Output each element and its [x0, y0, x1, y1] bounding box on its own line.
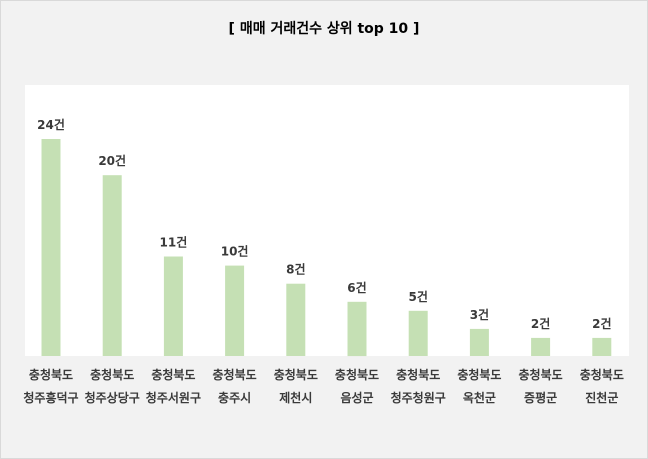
category-label-3-line-1: 충청북도	[151, 367, 195, 382]
category-label-4-line-2: 충주시	[218, 390, 251, 405]
data-label-6: 6건	[347, 280, 366, 295]
chart-title: [ 매매 거래건수 상위 top 10 ]	[228, 21, 420, 37]
category-label-7-line-2: 청주청원구	[391, 390, 446, 405]
bar-10	[592, 337, 612, 356]
category-label-10-line-1: 충청북도	[580, 367, 624, 382]
category-label-9-line-2: 증평군	[524, 391, 557, 405]
category-label-3-line-2: 청주서원구	[146, 390, 201, 405]
category-label-1-line-1: 충청북도	[29, 367, 73, 382]
data-label-5: 8건	[286, 262, 305, 277]
bar-5	[286, 283, 306, 356]
bar-4	[225, 265, 245, 356]
category-label-7-line-1: 충청북도	[396, 367, 440, 382]
category-label-6-line-1: 충청북도	[335, 367, 379, 382]
bar-9	[531, 337, 551, 356]
plot-area	[25, 85, 629, 356]
data-label-7: 5건	[409, 289, 428, 304]
data-label-4: 10건	[221, 244, 249, 259]
bar-3	[163, 256, 183, 356]
data-label-10: 2건	[592, 316, 611, 331]
category-label-9-line-1: 충청북도	[519, 367, 563, 382]
category-label-10-line-2: 진천군	[585, 390, 618, 405]
category-label-2-line-1: 충청북도	[90, 367, 134, 382]
bar-6	[347, 301, 367, 357]
category-label-5-line-1: 충청북도	[274, 367, 318, 382]
category-label-5-line-2: 제천시	[279, 390, 312, 405]
data-label-1: 24건	[37, 117, 65, 132]
data-label-2: 20건	[98, 153, 126, 168]
data-label-8: 3건	[470, 307, 489, 322]
category-label-2-line-2: 청주상당구	[85, 390, 140, 405]
bar-8	[469, 328, 489, 356]
data-label-3: 11건	[160, 235, 188, 250]
bar-2	[102, 175, 122, 356]
category-label-4-line-1: 충청북도	[213, 367, 257, 382]
bar-7	[408, 310, 428, 356]
category-label-6-line-2: 음성군	[340, 390, 373, 405]
data-label-9: 2건	[531, 316, 550, 331]
category-label-1-line-2: 청주흥덕구	[23, 390, 78, 405]
bar-1	[41, 139, 61, 356]
category-label-8-line-1: 충청북도	[457, 367, 501, 382]
category-label-8-line-2: 옥천군	[463, 390, 496, 405]
